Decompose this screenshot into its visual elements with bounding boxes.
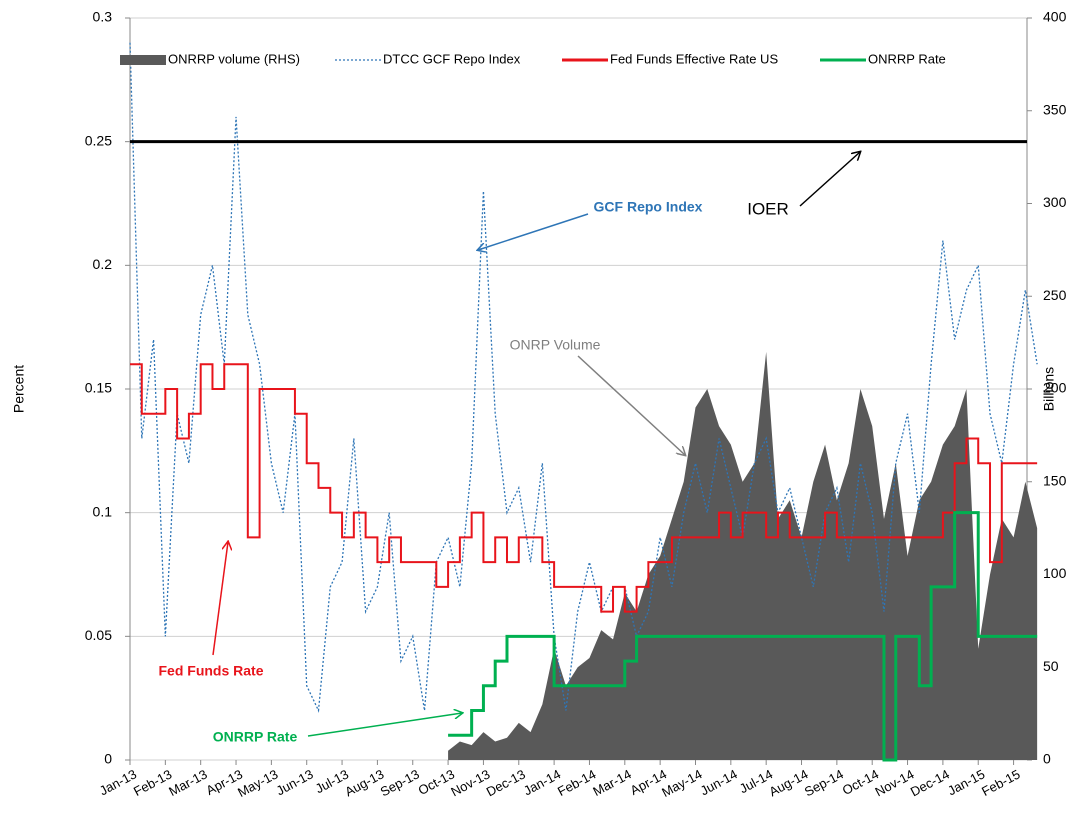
annotation-arrow: [799, 152, 860, 207]
legend-label: ONRRP Rate: [868, 51, 946, 66]
y2-tick-label: 150: [1043, 472, 1067, 488]
annotation: ONRP Volume: [510, 337, 601, 353]
y2-tick-label: 200: [1043, 380, 1067, 396]
y-tick-label: 0.15: [85, 380, 112, 396]
ioer-label: IOER: [747, 199, 789, 218]
volume-area: [448, 351, 1038, 760]
x-tick-label: Jan-13: [97, 766, 139, 798]
x-tick-label: May-14: [659, 766, 704, 800]
y2-tick-label: 350: [1043, 101, 1067, 117]
x-tick-label: Dec-14: [908, 766, 952, 799]
rate-line: [130, 363, 1038, 613]
annotation-arrow: [212, 542, 228, 656]
x-tick-label: Oct-13: [416, 766, 457, 798]
x-tick-label: Jan-14: [521, 766, 563, 798]
y2-tick-label: 300: [1043, 194, 1067, 210]
x-tick-label: Jan-15: [945, 766, 987, 798]
x-tick-label: Oct-14: [840, 766, 881, 798]
y-tick-label: 0: [104, 751, 112, 767]
y2-tick-label: 0: [1043, 751, 1051, 767]
x-tick-label: Mar-13: [166, 766, 209, 799]
y-axis-label: Percent: [11, 365, 27, 413]
y2-tick-label: 400: [1043, 9, 1067, 25]
x-tick-label: Aug-13: [342, 766, 386, 799]
x-tick-label: Mar-14: [590, 766, 633, 799]
y2-tick-label: 100: [1043, 565, 1067, 581]
x-tick-label: Dec-13: [484, 766, 528, 799]
legend-swatch: [120, 55, 166, 65]
rate-line: [448, 511, 1038, 762]
x-tick-label: Feb-14: [555, 766, 598, 799]
annotation-arrow: [478, 213, 589, 250]
y-tick-label: 0.25: [85, 132, 112, 148]
legend-label: DTCC GCF Repo Index: [383, 51, 521, 66]
annotation: Fed Funds Rate: [158, 663, 263, 679]
y-tick-label: 0.3: [93, 9, 113, 25]
x-tick-label: Aug-14: [766, 766, 810, 799]
x-tick-label: Nov-13: [448, 766, 492, 799]
y2-tick-label: 250: [1043, 287, 1067, 303]
x-tick-label: Feb-15: [979, 766, 1022, 799]
y-tick-label: 0.2: [93, 256, 113, 272]
x-tick-label: Sep-13: [378, 766, 422, 799]
annotation-arrow: [307, 713, 462, 737]
annotation: GCF Repo Index: [594, 199, 703, 215]
annotation: ONRRP Rate: [213, 729, 298, 745]
legend-label: Fed Funds Effective Rate US: [610, 51, 778, 66]
x-tick-label: Feb-13: [131, 766, 174, 799]
y-tick-label: 0.1: [93, 503, 113, 519]
x-tick-label: Jun-13: [274, 766, 316, 798]
x-tick-label: May-13: [235, 766, 280, 800]
annotation-arrow: [577, 355, 685, 455]
y2-axis-label: Billions: [1041, 367, 1057, 411]
x-tick-label: Jun-14: [698, 766, 740, 798]
y-tick-label: 0.05: [85, 627, 112, 643]
x-tick-label: Sep-14: [802, 766, 846, 799]
x-tick-label: Nov-14: [873, 766, 917, 799]
y2-tick-label: 50: [1043, 658, 1059, 674]
legend-label: ONRRP volume (RHS): [168, 51, 300, 66]
